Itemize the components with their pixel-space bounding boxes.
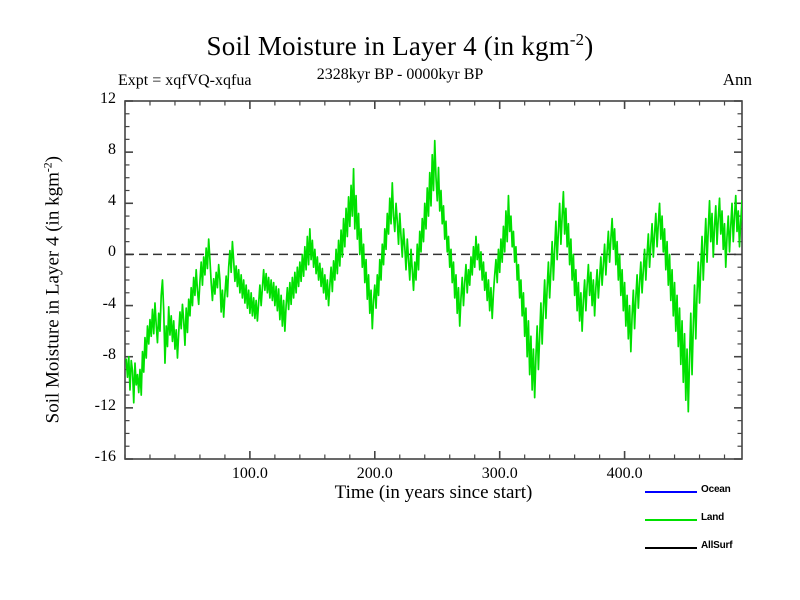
x-tick-label: 200.0 xyxy=(356,465,393,482)
x-tick-label: 100.0 xyxy=(231,465,268,482)
legend-label-ocean: Ocean xyxy=(701,484,731,495)
legend-item-ocean[interactable]: Ocean xyxy=(645,484,795,512)
legend-swatch-allsurf xyxy=(645,547,697,549)
experiment-label: Expt = xqfVQ-xqfua xyxy=(118,72,252,89)
chart-legend: Ocean Land AllSurf xyxy=(645,484,795,568)
legend-label-land: Land xyxy=(701,512,725,523)
y-tick-label: 12 xyxy=(100,90,116,107)
legend-item-land[interactable]: Land xyxy=(645,512,795,540)
legend-label-allsurf: AllSurf xyxy=(701,540,733,551)
y-tick-label: -8 xyxy=(102,345,116,363)
y-tick-label: 0 xyxy=(108,243,116,261)
data-series-group xyxy=(125,139,742,413)
period-label: Ann xyxy=(722,70,752,89)
y-tick-label: -12 xyxy=(94,396,116,414)
x-tick-label: 300.0 xyxy=(481,465,518,482)
chart-subtitle: 2328kyr BP - 0000kyr BP xyxy=(316,66,484,83)
legend-swatch-land xyxy=(645,519,697,521)
main-title-text: Soil Moisture in Layer 4 (in kgm xyxy=(206,31,570,61)
main-title-suffix: ) xyxy=(584,31,594,61)
legend-swatch-ocean xyxy=(645,491,697,493)
page-title: Soil Moisture in Layer 4 (in kgm-2) xyxy=(0,30,800,62)
legend-item-allsurf[interactable]: AllSurf xyxy=(645,540,795,568)
series-line-land xyxy=(125,139,742,413)
y-tick-label: -16 xyxy=(94,448,116,465)
main-title-superscript: -2 xyxy=(569,30,585,49)
y-tick-label: 8 xyxy=(108,141,116,159)
y-tick-label: 4 xyxy=(108,192,116,210)
x-tick-label: 400.0 xyxy=(606,465,643,482)
x-axis-title: Time (in years since start) xyxy=(334,482,533,503)
y-tick-label: -4 xyxy=(102,294,116,312)
